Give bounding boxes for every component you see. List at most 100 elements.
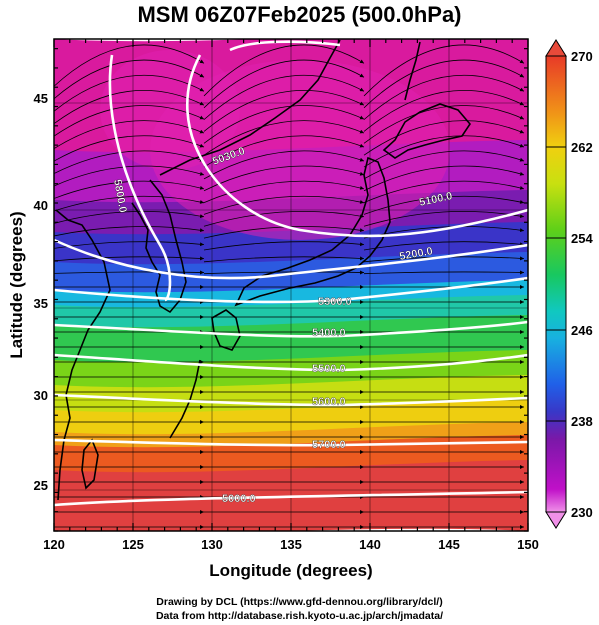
streamline bbox=[363, 226, 525, 239]
contour-5100 bbox=[186, 54, 528, 238]
streamline bbox=[203, 120, 365, 156]
map-title: MSM 06Z07Feb2025 (500.0hPa) bbox=[137, 2, 462, 27]
colorbar: 270 262 254 246 238 230 bbox=[545, 39, 593, 529]
y-tick-label: 30 bbox=[34, 388, 48, 403]
streamline bbox=[363, 89, 525, 132]
streamline bbox=[203, 211, 365, 227]
y-tick-label: 25 bbox=[34, 478, 48, 493]
streamline bbox=[54, 256, 205, 262]
streamline bbox=[363, 195, 525, 215]
streamline bbox=[54, 195, 205, 212]
contour-label-5600: 5600.0 bbox=[312, 396, 346, 408]
contour-label-5200: 5200.0 bbox=[398, 245, 433, 263]
coastline-sakhalin bbox=[404, 41, 421, 101]
contour-label-5400: 5400.0 bbox=[312, 327, 346, 339]
credit-drawing: Drawing by DCL (https://www.gfd-dennou.o… bbox=[156, 596, 443, 608]
axis-ticks bbox=[53, 39, 529, 532]
x-tick-label: 130 bbox=[201, 537, 223, 552]
streamline bbox=[203, 180, 365, 203]
streamline bbox=[363, 44, 525, 97]
streamline bbox=[363, 211, 525, 227]
streamline bbox=[54, 74, 205, 112]
streamline bbox=[54, 89, 205, 125]
contour-5200 bbox=[54, 238, 528, 280]
contour-5600 bbox=[54, 393, 528, 407]
contour-5030 bbox=[108, 54, 172, 302]
streamline bbox=[363, 150, 525, 180]
x-tick-label: 140 bbox=[359, 537, 381, 552]
x-tick-label: 120 bbox=[43, 537, 65, 552]
streamline bbox=[203, 195, 365, 215]
colorbar-tick-label: 230 bbox=[571, 505, 593, 520]
streamline bbox=[203, 74, 365, 120]
coastline-honshu bbox=[234, 156, 391, 307]
streamline bbox=[54, 120, 205, 150]
contour-label-5000: 5000.0 bbox=[222, 493, 256, 505]
streamline bbox=[363, 105, 525, 144]
streamline bbox=[54, 226, 205, 237]
colorbar-tick-label: 246 bbox=[571, 323, 593, 338]
streamline bbox=[54, 180, 205, 199]
streamline bbox=[203, 44, 365, 97]
streamline bbox=[363, 180, 525, 203]
contour-label-5800: 5800.0 bbox=[111, 178, 129, 213]
x-axis-label: Longitude (degrees) bbox=[209, 561, 372, 580]
contour-5100b bbox=[229, 40, 341, 52]
x-tick-label: 145 bbox=[438, 537, 460, 552]
streamline bbox=[363, 59, 525, 109]
contour-label-5500: 5500.0 bbox=[312, 363, 346, 375]
streamline bbox=[363, 270, 525, 275]
contour-5500 bbox=[54, 353, 528, 372]
x-tick-label: 135 bbox=[280, 537, 302, 552]
colorbar-tick-label: 238 bbox=[571, 414, 593, 429]
colorbar-top-arrow bbox=[545, 39, 567, 57]
streamline bbox=[203, 89, 365, 132]
streamline bbox=[363, 74, 525, 120]
contour-5000 bbox=[54, 490, 528, 507]
contour-label-5300: 5300.0 bbox=[318, 296, 352, 308]
streamline bbox=[203, 59, 365, 109]
contour-5300 bbox=[54, 276, 528, 304]
streamline bbox=[54, 105, 205, 137]
colorbar-tick-label: 262 bbox=[571, 140, 593, 155]
contour-5400 bbox=[54, 320, 528, 338]
contour-label-5700: 5700.0 bbox=[312, 439, 346, 451]
streamline bbox=[363, 135, 525, 168]
streamline bbox=[203, 150, 365, 180]
streamline bbox=[203, 241, 365, 251]
x-tick-label: 150 bbox=[517, 537, 539, 552]
streamline bbox=[203, 105, 365, 144]
streamline bbox=[54, 241, 205, 249]
streamline bbox=[54, 59, 205, 100]
streamline bbox=[54, 150, 205, 175]
y-tick-label: 45 bbox=[34, 91, 48, 106]
x-tick-label: 125 bbox=[122, 537, 144, 552]
colorbar-tick-label: 270 bbox=[571, 49, 593, 64]
y-axis-label: Latitude (degrees) bbox=[7, 211, 26, 358]
colorbar-tick-label: 254 bbox=[571, 231, 593, 246]
streamline bbox=[363, 120, 525, 156]
coastline-korea bbox=[131, 179, 187, 314]
coastline-mainland bbox=[55, 209, 111, 501]
y-tick-label: 35 bbox=[34, 296, 48, 311]
map-grid bbox=[54, 39, 528, 531]
credit-data: Data from http://database.rish.kyoto-u.a… bbox=[155, 610, 444, 622]
colorbar-scale bbox=[545, 55, 567, 513]
streamline bbox=[203, 165, 365, 192]
colorbar-bottom-arrow bbox=[545, 511, 567, 529]
streamline bbox=[54, 211, 205, 224]
streamline bbox=[54, 270, 205, 275]
contour-5700 bbox=[54, 438, 528, 447]
y-tick-label: 40 bbox=[34, 198, 48, 213]
streamline bbox=[203, 256, 365, 263]
streamline bbox=[203, 135, 365, 168]
coastline-hokkaido bbox=[382, 103, 472, 159]
shading-core bbox=[100, 50, 240, 170]
streamline bbox=[363, 241, 525, 251]
wind-streamlines bbox=[54, 44, 525, 529]
height-contours bbox=[54, 40, 528, 507]
streamline bbox=[54, 44, 205, 87]
streamline bbox=[363, 165, 525, 192]
streamline bbox=[54, 135, 205, 162]
